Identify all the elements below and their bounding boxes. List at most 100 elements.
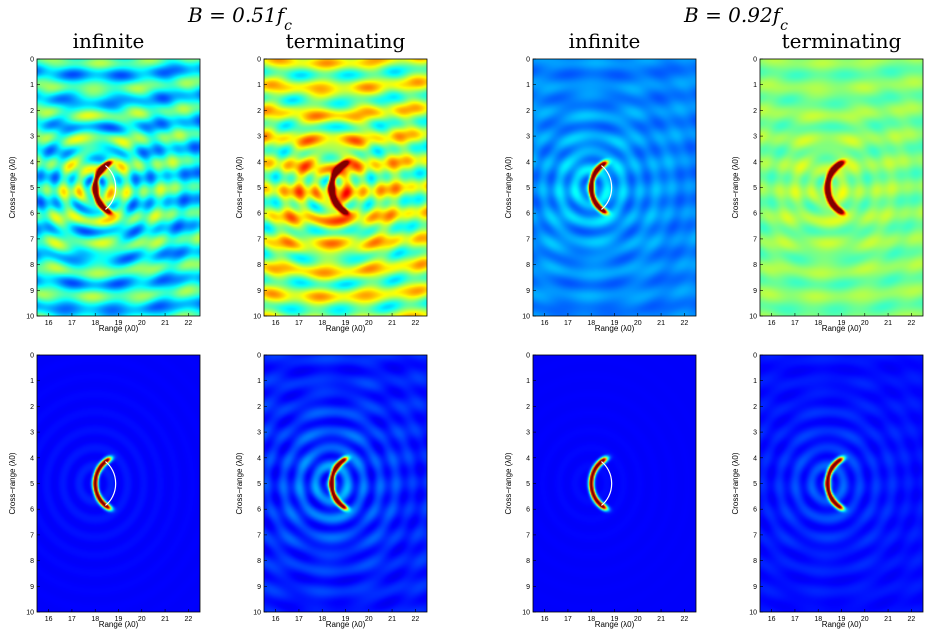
- x-tick-label: 22: [680, 320, 688, 327]
- x-tick-label: 22: [411, 320, 419, 327]
- y-tick-label: 4: [257, 159, 261, 166]
- x-tick-label: 18: [318, 616, 326, 623]
- x-tick-label: 21: [657, 320, 665, 327]
- heatmap-panel: 0 1 2 3 4 5 6 7 8 9 10 16 17 18 19 20 21 22 Range (λ0) Cros…: [731, 57, 924, 333]
- heatmap-image: [264, 59, 427, 316]
- group-title: B = 0.92fc: [683, 3, 788, 34]
- column-title: terminating: [782, 29, 902, 53]
- x-tick-label: 17: [791, 320, 799, 327]
- x-tick-label: 16: [768, 616, 776, 623]
- y-tick-label: 1: [753, 82, 757, 89]
- y-tick-label: 1: [257, 378, 261, 385]
- heatmap-image: [264, 355, 427, 612]
- y-tick-label: 3: [526, 430, 530, 437]
- y-tick-label: 5: [526, 481, 530, 488]
- x-tick-label: 22: [907, 320, 915, 327]
- y-tick-label: 3: [30, 430, 34, 437]
- column-title: infinite: [73, 29, 145, 53]
- heatmap-image: [533, 59, 696, 316]
- y-tick-label: 9: [753, 288, 757, 295]
- heatmap-image: [37, 59, 200, 316]
- x-tick-label: 16: [45, 320, 53, 327]
- x-tick-label: 17: [68, 616, 76, 623]
- y-tick-label: 1: [526, 378, 530, 385]
- x-tick-label: 19: [342, 616, 350, 623]
- target-arc: [601, 461, 613, 506]
- y-tick-label: 10: [253, 314, 261, 321]
- y-tick-label: 8: [30, 262, 34, 269]
- x-tick-label: 22: [907, 616, 915, 623]
- heatmap-image: [760, 355, 923, 612]
- y-tick-label: 1: [257, 82, 261, 89]
- x-tick-label: 19: [611, 616, 619, 623]
- x-tick-label: 21: [884, 616, 892, 623]
- x-tick-label: 17: [564, 320, 572, 327]
- y-tick-label: 8: [30, 558, 34, 565]
- y-tick-label: 0: [257, 57, 261, 64]
- y-tick-label: 8: [753, 558, 757, 565]
- target-arc: [601, 165, 613, 210]
- x-axis-label: Range (λ0): [99, 620, 139, 629]
- y-tick-label: 4: [753, 455, 757, 462]
- x-tick-label: 21: [161, 616, 169, 623]
- x-tick-label: 17: [295, 616, 303, 623]
- heatmap-panel: 0 1 2 3 4 5 6 7 8 9 10 16 17 18 19 20 21 22 Range (λ0) Cros…: [504, 57, 697, 333]
- x-axis-label: Range (λ0): [595, 620, 635, 629]
- y-tick-label: 1: [526, 82, 530, 89]
- heatmap-panel: 0 1 2 3 4 5 6 7 8 9 10 16 17 18 19 20 21 22 Range (λ0) Cros…: [235, 57, 428, 333]
- column-title: terminating: [286, 29, 406, 53]
- y-tick-label: 10: [26, 610, 34, 617]
- heatmap-image: [533, 355, 696, 612]
- y-tick-label: 6: [257, 507, 261, 514]
- x-tick-label: 19: [838, 320, 846, 327]
- x-tick-label: 20: [138, 320, 146, 327]
- y-tick-label: 0: [30, 57, 34, 64]
- y-tick-label: 8: [526, 558, 530, 565]
- y-tick-label: 4: [753, 159, 757, 166]
- x-axis-label: Range (λ0): [99, 324, 139, 333]
- y-tick-label: 7: [526, 532, 530, 539]
- y-tick-label: 4: [526, 159, 530, 166]
- y-tick-label: 7: [257, 532, 261, 539]
- x-axis-label: Range (λ0): [326, 324, 366, 333]
- x-tick-label: 21: [388, 320, 396, 327]
- y-tick-label: 7: [753, 236, 757, 243]
- x-tick-label: 17: [564, 616, 572, 623]
- y-tick-label: 10: [749, 610, 757, 617]
- y-tick-label: 10: [749, 314, 757, 321]
- heatmap-panel: 0 1 2 3 4 5 6 7 8 9 10 16 17 18 19 20 21 22 Range (λ0) Cros…: [8, 57, 201, 333]
- y-tick-label: 9: [526, 584, 530, 591]
- y-tick-label: 5: [753, 185, 757, 192]
- y-tick-label: 9: [30, 584, 34, 591]
- x-tick-label: 18: [587, 320, 595, 327]
- y-tick-label: 2: [753, 108, 757, 115]
- y-tick-label: 5: [30, 185, 34, 192]
- x-tick-label: 16: [541, 320, 549, 327]
- heatmap-panel: 0 1 2 3 4 5 6 7 8 9 10 16 17 18 19 20 21 22 Range (λ0) Cros…: [235, 353, 428, 629]
- y-tick-label: 0: [257, 353, 261, 360]
- y-tick-label: 10: [253, 610, 261, 617]
- x-tick-label: 20: [634, 320, 642, 327]
- y-tick-label: 9: [257, 288, 261, 295]
- y-tick-label: 10: [522, 314, 530, 321]
- x-tick-label: 19: [838, 616, 846, 623]
- heatmap-image: [37, 355, 200, 612]
- y-tick-label: 2: [30, 404, 34, 411]
- y-tick-label: 8: [526, 262, 530, 269]
- x-axis-label: Range (λ0): [595, 324, 635, 333]
- y-tick-label: 7: [526, 236, 530, 243]
- y-tick-label: 10: [26, 314, 34, 321]
- y-tick-label: 4: [257, 455, 261, 462]
- x-tick-label: 22: [680, 616, 688, 623]
- y-tick-label: 0: [30, 353, 34, 360]
- x-tick-label: 22: [184, 320, 192, 327]
- x-tick-label: 18: [814, 320, 822, 327]
- y-tick-label: 2: [257, 108, 261, 115]
- x-tick-label: 19: [611, 320, 619, 327]
- x-axis-label: Range (λ0): [822, 620, 862, 629]
- x-tick-label: 16: [768, 320, 776, 327]
- y-tick-label: 2: [30, 108, 34, 115]
- y-tick-label: 6: [257, 211, 261, 218]
- heatmap-panel: 0 1 2 3 4 5 6 7 8 9 10 16 17 18 19 20 21 22 Range (λ0) Cros…: [8, 353, 201, 629]
